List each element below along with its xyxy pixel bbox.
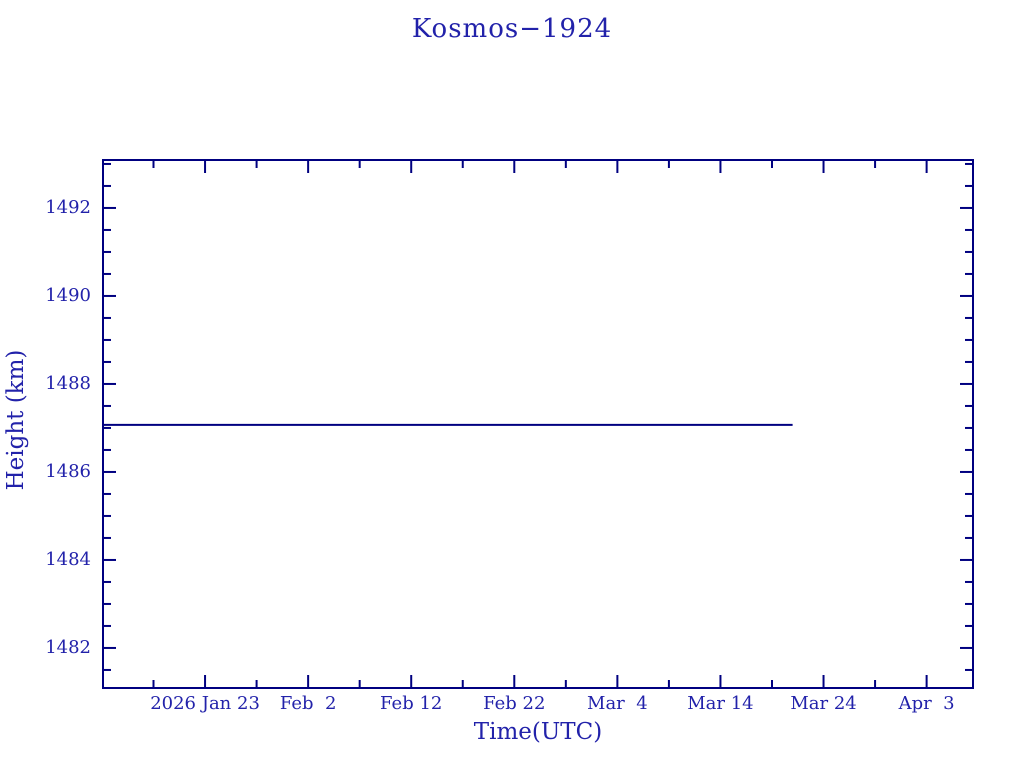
y-tick-label: 1486 <box>45 460 91 482</box>
y-tick-label: 1482 <box>45 636 91 658</box>
y-tick-label: 1488 <box>45 372 91 394</box>
x-tick-label: Apr 3 <box>898 693 955 714</box>
x-tick-label: Mar 14 <box>687 693 754 714</box>
x-tick-label: Feb 22 <box>483 693 546 714</box>
y-tick-label: 1490 <box>45 284 91 306</box>
y-tick-label: 1492 <box>45 196 91 218</box>
x-tick-label: Feb 2 <box>279 693 337 714</box>
y-tick-label: 1484 <box>45 548 91 570</box>
y-axis-title: Height (km) <box>3 349 29 491</box>
x-axis-title: Time(UTC) <box>473 719 603 745</box>
x-tick-label: Mar 4 <box>587 693 648 714</box>
x-tick-label: Mar 24 <box>790 693 857 714</box>
x-tick-label: Feb 12 <box>380 693 443 714</box>
chart-title: Kosmos−1924 <box>411 14 613 44</box>
x-tick-label: 2026 Jan 23 <box>150 693 260 714</box>
